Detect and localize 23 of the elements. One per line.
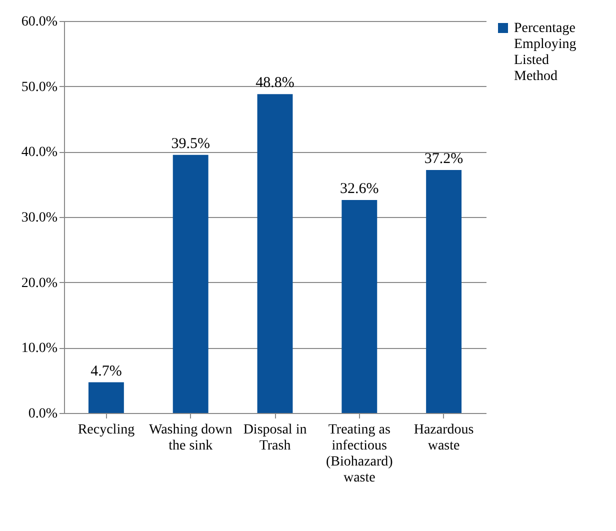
data-label: 4.7% [90,363,122,380]
y-tick-label: 20.0% [21,276,58,291]
y-tick-label: 60.0% [21,14,58,30]
bar [342,200,378,413]
x-tick-label: Washing down the sink [148,422,232,454]
bar [88,382,124,413]
y-tick-label: 10.0% [21,341,58,356]
x-tick-label: Treating as infectious (Biohazard) waste [326,422,394,486]
bar [257,94,293,413]
legend-label: Percentage Employing Listed Method [514,21,576,84]
x-tick-label: Hazardous waste [414,422,474,454]
data-label: 39.5% [171,136,210,152]
y-tick-label: 50.0% [21,80,58,95]
bar [426,170,462,413]
x-tick-label: Recycling [78,422,135,438]
data-label: 48.8% [256,75,294,92]
data-label: 37.2% [424,150,464,167]
y-tick-label: 40.0% [21,145,58,160]
bar [172,154,208,413]
x-tick-label: Disposal in Trash [243,422,307,454]
data-label: 32.6% [340,181,379,198]
y-tick-label: 30.0% [21,210,58,226]
y-tick-label: 0.0% [28,406,58,422]
